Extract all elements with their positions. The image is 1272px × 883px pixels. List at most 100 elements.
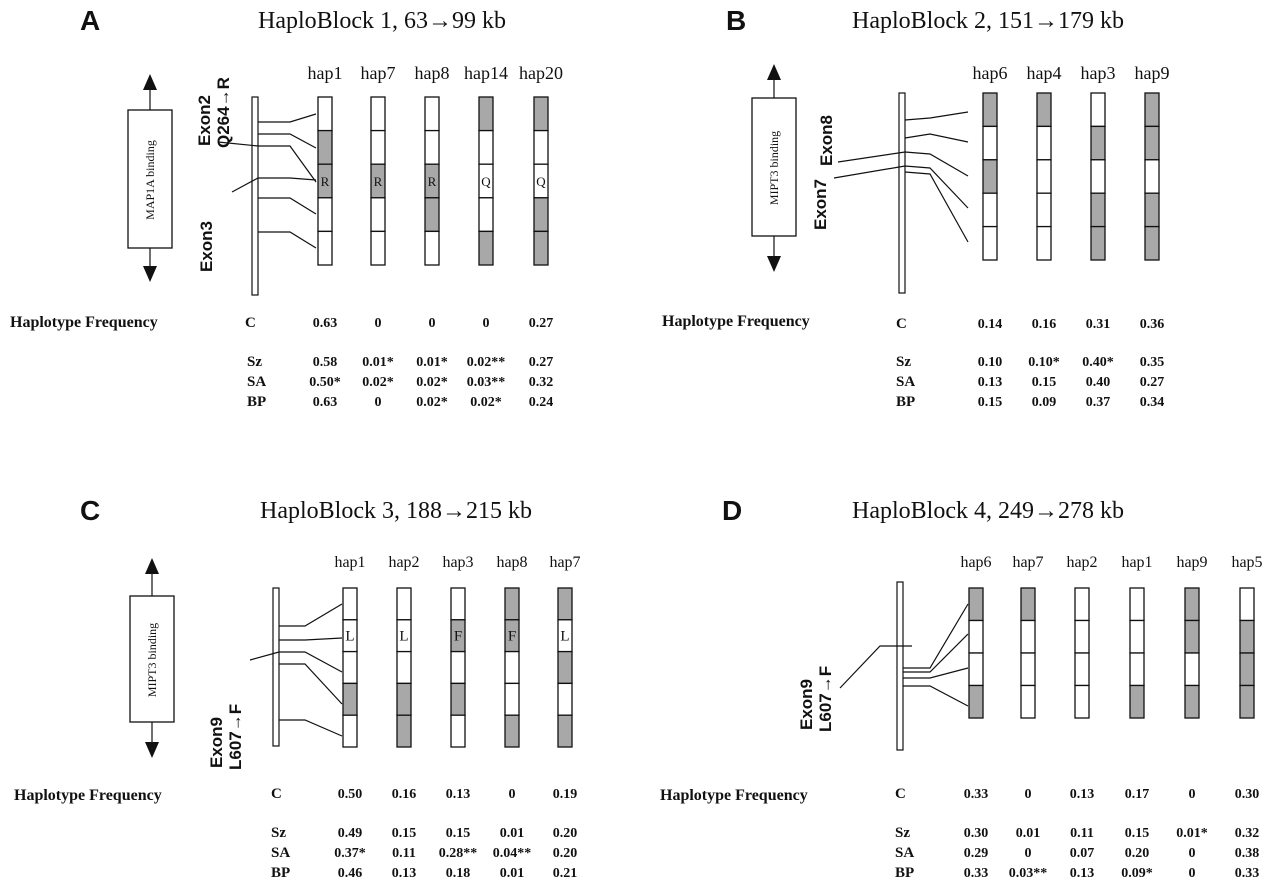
frequency-c: 0.50 (338, 787, 363, 802)
allele-cell-open (342, 714, 358, 748)
allele-letter: Q (481, 174, 491, 189)
frequency-sa: 0.20 (1125, 846, 1150, 861)
allele-cell-shaded (1090, 225, 1106, 261)
allele-cell-open (533, 129, 549, 165)
arrow-up-icon (143, 74, 157, 90)
allele-cell-shaded (396, 714, 412, 748)
haplotype-hap1: hap1 R 0.63 0.58 0.50* 0.63 (308, 63, 343, 410)
gene-bar-a (251, 96, 259, 296)
frequency-c: 0.16 (392, 787, 417, 802)
haplotypes-c: hap1 L 0.50 0.49 0.37* 0.46 hap2 L 0.16 0.15 0.11 0… (334, 554, 580, 881)
allele-cell-shaded (557, 714, 573, 748)
frequency-bp: 0 (375, 395, 382, 410)
domain-label-c: MIPT3 binding (145, 623, 159, 697)
row-label-sa-c: SA (271, 845, 290, 861)
panel-title-d: HaploBlock 4, 249→278 kb (852, 498, 1124, 524)
allele-cell-open (317, 197, 333, 233)
frequency-c: 0.36 (1140, 317, 1165, 332)
allele-cell-shaded (1144, 125, 1160, 161)
row-label-c-c: C (271, 786, 282, 802)
allele-cell-open (317, 230, 333, 266)
hf-label-a: Haplotype Frequency (10, 314, 158, 331)
frequency-c: 0.14 (978, 317, 1003, 332)
allele-cell-shaded (1144, 225, 1160, 261)
row-label-sz-d: Sz (895, 825, 910, 841)
frequency-c: 0.16 (1032, 317, 1057, 332)
allele-cell-open (504, 650, 520, 685)
haplotypes-a: hap1R0.630.580.50*0.63hap7R00.01*0.02*0h… (308, 63, 564, 410)
haplotype-label: hap1 (308, 63, 343, 83)
panel-title-c: HaploBlock 3, 188→215 kb (260, 498, 532, 524)
frequency-bp: 0.02* (416, 395, 448, 410)
frequency-sz: 0.35 (1140, 355, 1165, 370)
allele-cell-shaded (533, 96, 549, 132)
allele-cell-shaded (968, 587, 984, 622)
allele-cell-shaded (1239, 684, 1255, 719)
allele-cell-open (478, 129, 494, 165)
allele-cell-open (478, 197, 494, 233)
exon-label-a2: Q264→R (214, 77, 233, 148)
frequency-sz: 0.02** (467, 355, 506, 370)
frequency-sz: 0.01* (362, 355, 394, 370)
haplotype-hap1: hap1 L 0.50 0.49 0.37* 0.46 (334, 554, 366, 881)
haplotype-hap2: hap2 L 0.16 0.15 0.11 0.13 (388, 554, 419, 881)
exon-label-c1: Exon9 (207, 717, 226, 768)
allele-letter: L (399, 629, 408, 645)
allele-cell-shaded (1239, 619, 1255, 654)
allele-cell-open (1020, 684, 1036, 719)
allele-cell-shaded (1239, 652, 1255, 687)
allele-letter: F (454, 629, 462, 645)
allele-cell-shaded (1020, 587, 1036, 622)
allele-cell-open (1074, 587, 1090, 622)
allele-cell-shaded (504, 714, 520, 748)
hf-label-b: Haplotype Frequency (662, 313, 810, 330)
allele-letter: L (560, 629, 569, 645)
allele-cell-open (370, 230, 386, 266)
allele-cell-open (968, 652, 984, 687)
haplotype-label: hap9 (1176, 554, 1207, 571)
haplotype-label: hap8 (415, 63, 450, 83)
allele-cell-open (317, 96, 333, 132)
frequency-sa: 0.40 (1086, 375, 1111, 390)
haplotype-label: hap3 (1081, 63, 1116, 83)
frequency-sz: 0.20 (553, 826, 578, 841)
allele-cell-open (1036, 225, 1052, 261)
allele-cell-open (1074, 684, 1090, 719)
haplotype-hap8: hap8 R 0 0.01* 0.02* 0.02* (415, 63, 450, 410)
allele-cell-open (1129, 619, 1145, 654)
allele-letter: Q (536, 174, 546, 189)
row-label-bp-a: BP (247, 394, 266, 410)
frequency-sz: 0.15 (446, 826, 471, 841)
frequency-c: 0.31 (1086, 317, 1111, 332)
row-label-c-a: C (245, 315, 256, 331)
allele-cell-open (424, 129, 440, 165)
frequency-sz: 0.58 (313, 355, 338, 370)
frequency-bp: 0.33 (1235, 866, 1260, 881)
panel-b: B HaploBlock 2, 151→179 kb MIPT3 binding… (662, 5, 1170, 410)
exon-label-a3: Exon3 (197, 221, 216, 272)
row-label-sa-d: SA (895, 845, 914, 861)
row-label-sz-b: Sz (896, 354, 911, 370)
frequency-sa: 0.03** (467, 375, 506, 390)
haplotype-hap6: hap6 0.33 0.30 0.29 0.33 (960, 554, 991, 881)
arrow-up-icon (145, 558, 159, 574)
gene-bar-d (896, 581, 904, 751)
allele-letter: L (345, 629, 354, 645)
haplotype-hap7: hap7 0 0.01 0 0.03** (1009, 554, 1048, 881)
frequency-bp: 0.09* (1121, 866, 1153, 881)
haplotype-label: hap7 (1012, 554, 1043, 571)
allele-cell-open (1020, 619, 1036, 654)
allele-cell-open (342, 587, 358, 621)
frequency-sz: 0.01 (1016, 826, 1041, 841)
haplotype-hap5: hap5 0.30 0.32 0.38 0.33 (1231, 554, 1262, 881)
exon-label-a1: Exon2 (195, 95, 214, 146)
panel-letter-d: D (722, 495, 742, 526)
frequency-bp: 0.15 (978, 395, 1003, 410)
frequency-sa: 0 (1025, 846, 1032, 861)
haplotype-hap9: hap9 0.36 0.35 0.27 0.34 (1135, 63, 1170, 410)
frequency-sa: 0.27 (1140, 375, 1165, 390)
frequency-sa: 0.15 (1032, 375, 1057, 390)
frequency-sz: 0.40* (1082, 355, 1114, 370)
panel-letter-a: A (80, 5, 100, 36)
